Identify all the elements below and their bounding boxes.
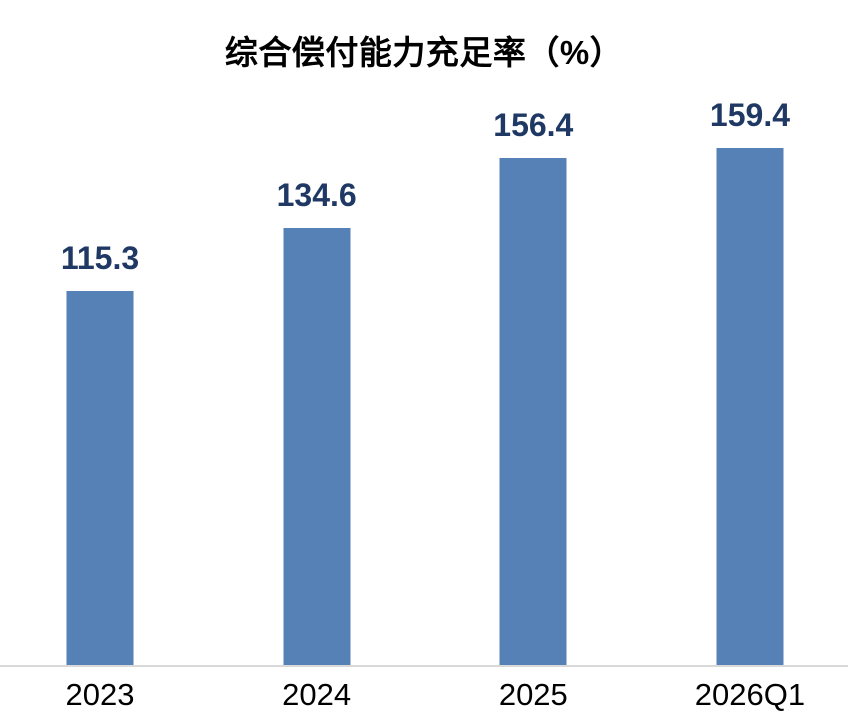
x-axis-tick-label: 2025 — [498, 677, 568, 712]
bar — [283, 228, 351, 665]
bar-group: 115.3 — [20, 81, 180, 665]
bar-group: 134.6 — [237, 81, 397, 665]
x-axis-line — [0, 665, 848, 667]
plot-area: 115.3 134.6 156.4 159.4 — [0, 81, 848, 667]
x-axis-tick-label: 2024 — [282, 677, 352, 712]
bar-value-label: 159.4 — [709, 97, 790, 133]
bar-group: 159.4 — [670, 81, 830, 665]
x-axis-tick-label: 2023 — [65, 677, 135, 712]
bar — [66, 291, 134, 665]
x-axis-tick-label: 2026Q1 — [694, 677, 806, 712]
bar — [716, 148, 784, 665]
bar-value-label: 156.4 — [493, 107, 574, 143]
bar-group: 156.4 — [453, 81, 613, 665]
bar-value-label: 115.3 — [60, 240, 140, 276]
bar-value-label: 134.6 — [276, 177, 357, 213]
bar — [499, 158, 567, 665]
chart-title: 综合偿付能力充足率（%） — [224, 34, 624, 71]
x-axis-tick-row: 2023 2024 2025 2026Q1 — [0, 677, 848, 717]
